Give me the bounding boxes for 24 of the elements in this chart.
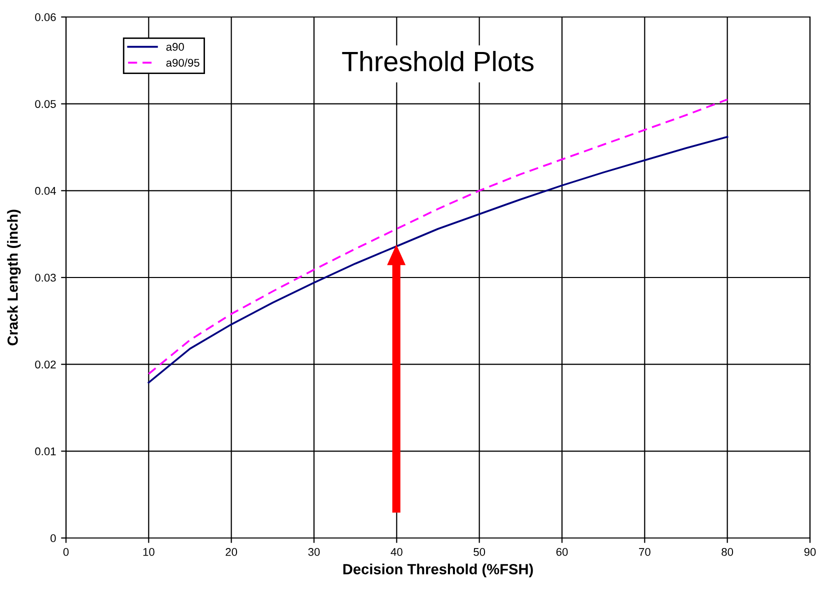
x-tick-label: 50: [474, 548, 486, 556]
y-tick-label: 0.01: [35, 447, 56, 456]
x-tick-label: 60: [556, 548, 568, 556]
y-tick-label: 0: [50, 534, 56, 542]
x-tick-label: 20: [226, 548, 238, 556]
y-axis-title: Crack Length (inch): [7, 210, 21, 346]
y-tick-label: 0.02: [35, 360, 56, 368]
y-tick-label: 0.04: [35, 186, 56, 195]
y-tick-label: 0.06: [35, 13, 56, 22]
y-tick-label: 0.05: [35, 100, 56, 108]
y-tick-label: 0.03: [35, 274, 56, 282]
x-tick-label: 40: [390, 548, 402, 556]
legend-label: a90: [166, 42, 184, 51]
x-axis-title: Decision Threshold (%FSH): [343, 564, 533, 578]
x-tick-label: 80: [722, 548, 734, 556]
x-tick-label: 10: [143, 548, 154, 556]
line-series: [148, 98, 728, 375]
legend-label: a90/95: [166, 58, 200, 67]
text: Threshold Plots: [342, 50, 534, 72]
x-tick-label: 90: [804, 548, 816, 556]
line-series: [148, 136, 728, 384]
x-tick-label: 70: [639, 548, 650, 556]
x-tick-label: 30: [308, 548, 320, 556]
x-tick-label: 0: [63, 548, 69, 556]
